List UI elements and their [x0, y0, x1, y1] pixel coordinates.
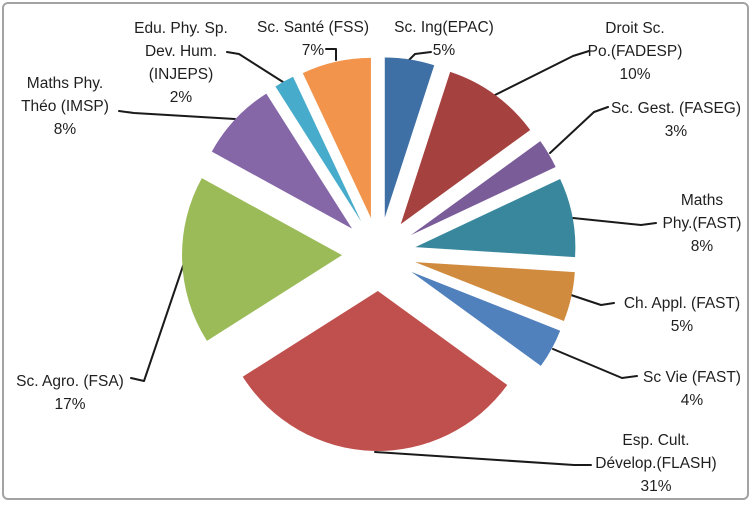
pie-slice	[242, 290, 508, 451]
leader-line	[572, 217, 657, 226]
leader-line	[130, 262, 185, 382]
leader-line	[494, 50, 590, 96]
pie-slice	[384, 57, 435, 218]
pie-slice	[182, 178, 343, 341]
leader-line	[374, 451, 592, 466]
pie-slice	[400, 71, 531, 225]
leader-line	[118, 110, 236, 120]
leader-line	[552, 348, 638, 379]
pie-slice	[211, 93, 353, 229]
pie-slice	[302, 57, 371, 218]
pie-slice	[415, 262, 575, 321]
leader-line	[549, 106, 609, 154]
leader-line	[407, 51, 432, 62]
pie-chart	[118, 48, 657, 466]
leader-line	[226, 51, 284, 83]
leader-line	[325, 48, 337, 61]
pie-slice	[411, 271, 561, 366]
pie-slice	[410, 141, 556, 236]
pie-slice	[415, 178, 576, 258]
leader-line	[570, 294, 615, 306]
pie-slice	[275, 76, 362, 222]
